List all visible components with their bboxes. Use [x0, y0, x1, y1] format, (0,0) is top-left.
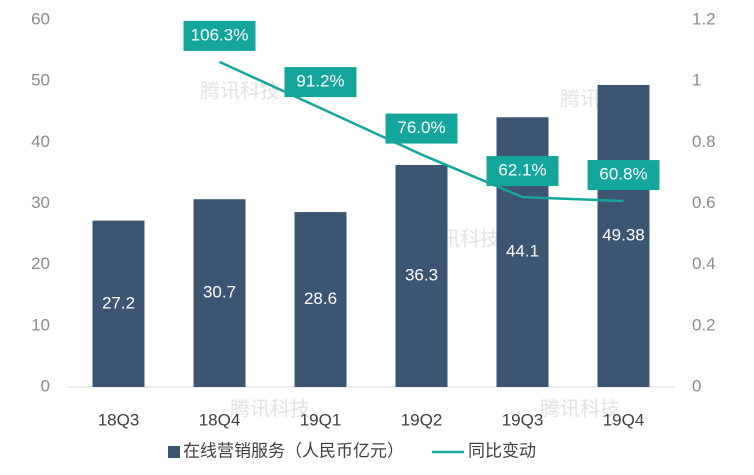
bar: [92, 220, 145, 387]
x-tick-label: 19Q3: [502, 410, 544, 429]
watermark: 腾讯科技: [200, 79, 280, 102]
value-label-box: [284, 67, 357, 98]
bar-value-label: 36.3: [405, 265, 438, 284]
value-label-box: [385, 113, 458, 144]
line-value-label: 62.1%: [498, 161, 546, 180]
line-value-label: 60.8%: [599, 165, 647, 184]
y-tick-label: 50: [31, 71, 50, 90]
bar: [395, 164, 448, 387]
bar: [597, 84, 650, 388]
value-label-box: [183, 20, 256, 51]
y2-tick-label: 1: [692, 71, 701, 90]
y2-tick-label: 0.2: [692, 315, 716, 334]
y-tick-label: 30: [31, 193, 50, 212]
x-tick-label: 18Q3: [98, 410, 140, 429]
bar-value-label: 30.7: [203, 283, 236, 302]
bar: [193, 199, 246, 387]
y-tick-label: 40: [31, 132, 50, 151]
y2-tick-label: 1.2: [692, 9, 716, 28]
line-value-label: 76.0%: [397, 118, 445, 137]
line-value-label: 106.3%: [191, 25, 249, 44]
bar-value-label: 49.38: [602, 225, 645, 244]
x-tick-label: 19Q1: [300, 410, 342, 429]
line-value-label: 91.2%: [296, 72, 344, 91]
bar-value-label: 44.1: [506, 242, 539, 261]
y2-tick-label: 0: [692, 376, 701, 395]
legend-label: 同比变动: [468, 441, 536, 460]
legend-swatch: [168, 446, 180, 458]
watermark: 腾讯科技: [540, 397, 620, 420]
y2-tick-label: 0.6: [692, 193, 716, 212]
bar-value-label: 28.6: [304, 289, 337, 308]
legend-label: 在线营销服务（人民币亿元）: [183, 441, 404, 460]
x-tick-label: 19Q4: [603, 410, 645, 429]
y-tick-label: 20: [31, 254, 50, 273]
y-tick-label: 60: [31, 9, 50, 28]
bar: [294, 212, 347, 387]
value-label-box: [587, 160, 660, 191]
y2-tick-label: 0.4: [692, 254, 716, 273]
x-tick-label: 18Q4: [199, 410, 241, 429]
value-label-box: [486, 156, 559, 187]
x-tick-label: 19Q2: [401, 410, 443, 429]
bar-value-label: 27.2: [102, 293, 135, 312]
y-tick-label: 0: [41, 376, 50, 395]
watermark: 腾讯科技: [230, 397, 310, 420]
y2-tick-label: 0.8: [692, 132, 716, 151]
y-tick-label: 10: [31, 315, 50, 334]
